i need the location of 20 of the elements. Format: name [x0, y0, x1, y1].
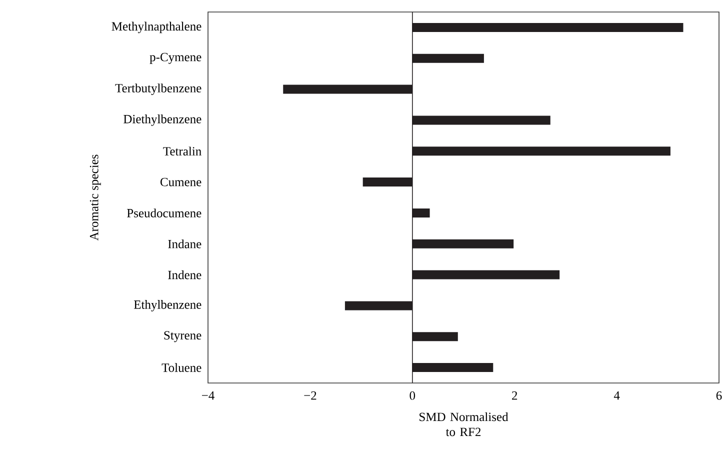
x-tick-label: 6	[716, 391, 722, 400]
y-tick-label: Indane	[168, 239, 202, 248]
x-tick-label: 4	[614, 391, 620, 400]
y-tick-label: Indene	[168, 270, 202, 280]
x-tick-label: −2	[304, 391, 316, 400]
y-tick-label: Tertbutylbenzene	[115, 84, 202, 95]
y-tick-label: Diethylbenzene	[124, 114, 202, 126]
y-tick-label: Cumene	[160, 178, 202, 186]
y-tick-label: Tetralin	[163, 146, 202, 156]
y-axis-title: Aromatic species	[90, 154, 101, 241]
x-tick-label: −4	[202, 391, 214, 400]
x-axis-title: SMD Normalised to RF2	[420, 412, 508, 436]
y-tick-label: p-Cymene	[150, 52, 202, 64]
y-tick-label: Ethylbenzene	[134, 300, 202, 312]
y-tick-label: Toluene	[162, 363, 202, 372]
y-tick-label: Pseudocumene	[127, 208, 202, 218]
x-tick-label: 0	[410, 391, 416, 400]
y-tick-label: Styrene	[164, 331, 202, 342]
y-tick-label: Methylnapthalene	[112, 22, 202, 34]
x-tick-label: 2	[512, 391, 518, 400]
